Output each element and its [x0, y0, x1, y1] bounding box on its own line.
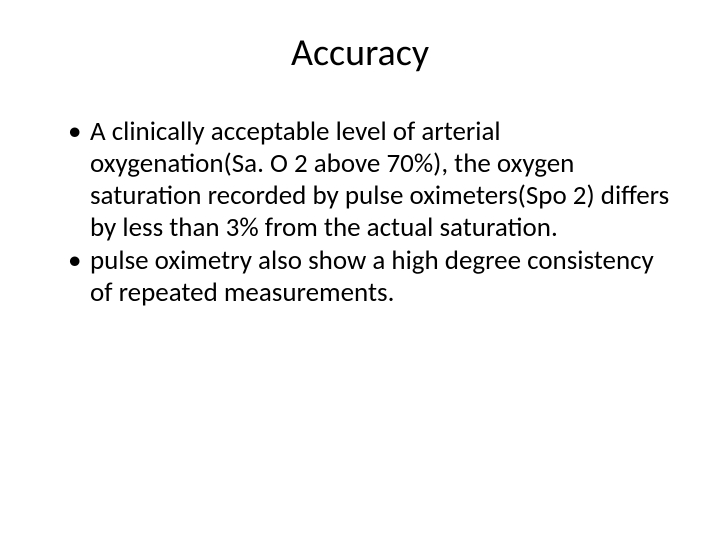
- slide: Accuracy A clinically acceptable level o…: [0, 0, 720, 540]
- list-item: A clinically acceptable level of arteria…: [68, 116, 670, 243]
- bullet-list: A clinically acceptable level of arteria…: [68, 116, 670, 309]
- slide-body: A clinically acceptable level of arteria…: [50, 116, 670, 309]
- list-item: pulse oximetry also show a high degree c…: [68, 245, 670, 309]
- slide-title: Accuracy: [50, 30, 670, 76]
